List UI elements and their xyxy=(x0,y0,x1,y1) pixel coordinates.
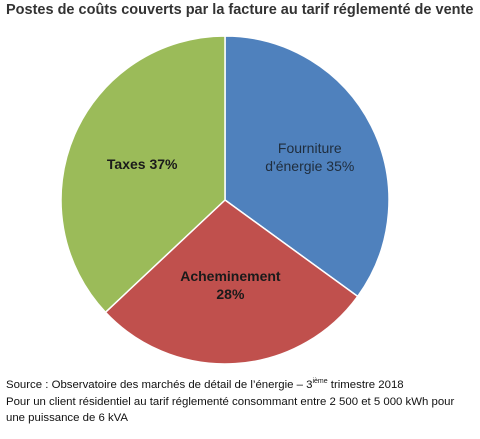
source-note: Source : Observatoire des marchés de dét… xyxy=(6,377,476,427)
pie-slice-label: Taxes 37% xyxy=(107,156,178,172)
pie-chart: Fourniture d'énergie 35% Acheminement 28% Ta… xyxy=(60,35,390,365)
pie-slice-label: Acheminement xyxy=(180,268,281,284)
pie-slice-fourniture-d-énergie xyxy=(224,35,390,298)
source-superscript: ième xyxy=(312,378,328,385)
pie-slice-taxes xyxy=(60,35,226,314)
source-prefix: Source : Observatoire des marchés de dét… xyxy=(6,379,313,391)
pie-slice-acheminement xyxy=(104,199,359,365)
source-line: Source : Observatoire des marchés de dét… xyxy=(6,377,476,394)
pie-slice-label: d'énergie 35% xyxy=(265,158,354,174)
chart-title: Postes de coûts couverts par la facture … xyxy=(6,2,474,18)
source-suffix: trimestre 2018 xyxy=(327,379,404,391)
pie-slice-label: Fourniture xyxy=(278,140,342,156)
pie-slices xyxy=(60,35,390,365)
pie-labels: Fourniture d'énergie 35% Acheminement 28% Ta… xyxy=(107,140,354,302)
pie-slice-label: 28% xyxy=(216,286,245,302)
scope-note: Pour un client résidentiel au tarif régl… xyxy=(6,395,455,425)
